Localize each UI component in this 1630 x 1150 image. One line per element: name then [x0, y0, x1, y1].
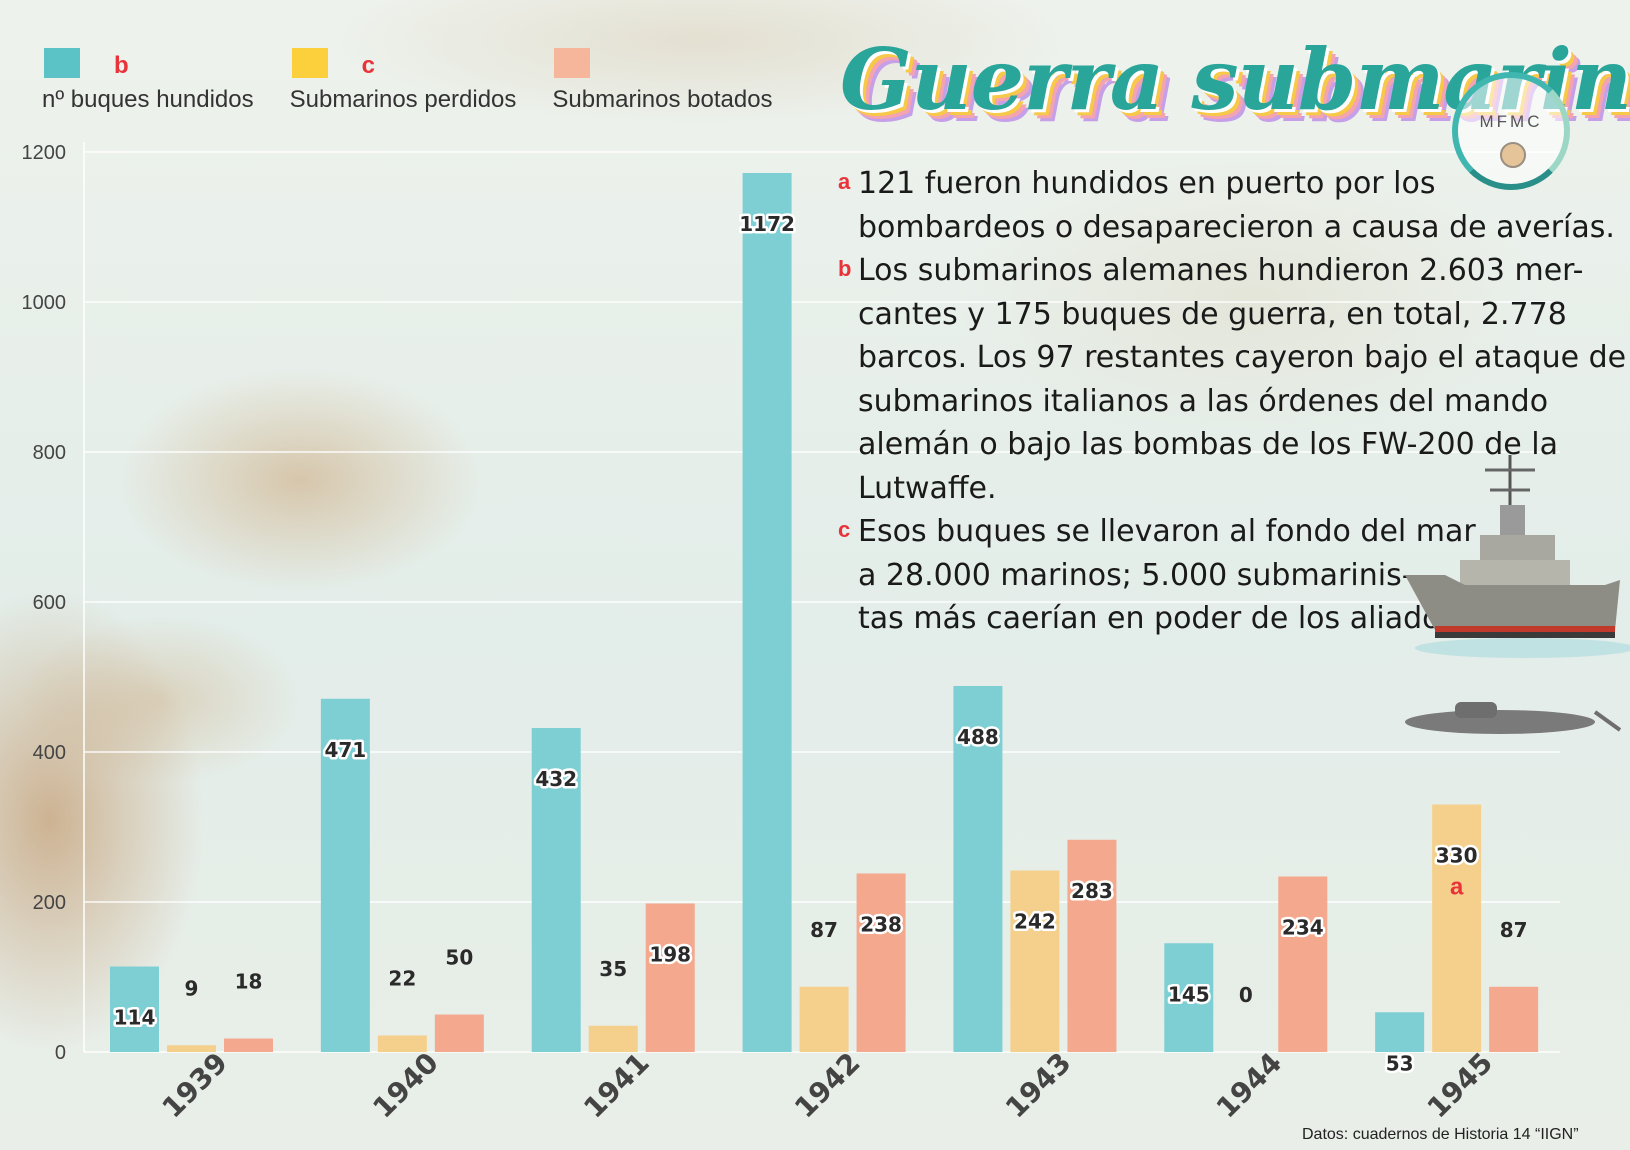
data-label: 242	[1014, 910, 1056, 934]
logo-text: MFMC	[1479, 112, 1543, 131]
bar-1941-1	[588, 1025, 638, 1052]
chart-legend: b nº buques hundidos c Submarinos perdid…	[42, 48, 773, 114]
note-line: cantes y 175 buques de guerra, en total,…	[858, 296, 1567, 332]
bar-1939-0	[110, 966, 159, 1052]
x-tick-label: 1945	[1421, 1046, 1499, 1124]
note-c: c Esos buques se llevaron al fondo del m…	[838, 510, 1620, 641]
data-label: 9	[185, 976, 199, 1000]
note-line: submarinos italianos a las órdenes del m…	[858, 383, 1549, 419]
bar-1940-0	[320, 698, 370, 1052]
bar-1940-2	[434, 1014, 484, 1052]
legend-swatch-hundidos	[44, 48, 80, 78]
x-tick-label: 1940	[366, 1046, 444, 1124]
data-label: 18	[235, 970, 263, 994]
y-tick-label: 0	[55, 1042, 66, 1064]
data-label: 35	[599, 957, 627, 981]
legend-swatch-perdidos	[291, 48, 328, 78]
note-a: a 121 fueron hundidos en puerto por los …	[838, 162, 1620, 249]
data-label: 238	[860, 913, 902, 937]
legend-swatch-botados	[554, 48, 591, 78]
data-label: 1172	[739, 212, 795, 236]
legend-label: Submarinos botados	[552, 86, 773, 113]
y-tick-label: 800	[33, 442, 66, 464]
bar-1941-2	[645, 903, 695, 1052]
bar-1942-2	[856, 873, 906, 1052]
bar-1942-0	[742, 173, 792, 1052]
data-label: 0	[1239, 983, 1253, 1007]
legend-label: Submarinos perdidos	[289, 86, 517, 113]
submarine-icon	[1405, 702, 1622, 734]
bar-1944-0	[1164, 943, 1214, 1052]
data-label: 198	[649, 943, 691, 967]
y-tick-label: 200	[33, 892, 66, 914]
data-label: 53	[1386, 1051, 1414, 1075]
legend-label: nº buques hundidos	[42, 86, 254, 113]
note-line: a 28.000 marinos; 5.000 submarinis-	[858, 557, 1413, 593]
y-tick-label: 400	[33, 742, 66, 764]
bar-1943-0	[953, 686, 1003, 1052]
data-label: 330	[1436, 844, 1478, 868]
data-label: 145	[1168, 982, 1210, 1006]
annotation-marker: a	[1450, 874, 1464, 901]
mfmc-logo: MFMC	[1452, 72, 1570, 190]
y-tick-label: 1000	[22, 292, 67, 314]
data-label: 114	[114, 1006, 156, 1030]
note-line: 121 fueron hundidos en puerto por los	[858, 166, 1436, 201]
data-label: 22	[388, 967, 416, 991]
footnotes: a 121 fueron hundidos en puerto por los …	[838, 162, 1627, 641]
warship-and-submarine-illustration	[1405, 455, 1630, 734]
data-source: Datos: cuadernos de Historia 14 “IIGN”	[1302, 1126, 1579, 1143]
x-tick-label: 1941	[577, 1046, 655, 1124]
note-line: tas más caerían en poder de los aliados.	[858, 601, 1466, 636]
note-b: b Los submarinos alemanes hundieron 2.60…	[838, 249, 1627, 510]
note-line: alemán o bajo las bombas de los FW-200 d…	[858, 427, 1558, 462]
note-line: Lutwaffe.	[858, 470, 997, 506]
legend-note-marker: b	[114, 52, 129, 79]
bar-1945-0	[1375, 1012, 1425, 1052]
y-tick-label: 1200	[22, 142, 67, 164]
note-marker: b	[838, 256, 852, 281]
legend-note-marker: c	[361, 52, 375, 79]
note-marker: c	[838, 517, 851, 542]
note-line: barcos. Los 97 restantes cayeron bajo el…	[858, 340, 1627, 375]
warship-icon	[1405, 455, 1630, 658]
data-label: 488	[957, 725, 999, 749]
note-line: Los submarinos alemanes hundieron 2.603 …	[858, 253, 1584, 288]
bar-1940-1	[377, 1035, 427, 1052]
bar-1942-1	[799, 986, 849, 1052]
note-marker: a	[838, 169, 851, 194]
data-label: 432	[535, 767, 577, 791]
x-tick-label: 1943	[999, 1046, 1077, 1124]
x-tick-label: 1942	[788, 1046, 866, 1124]
legend-item-perdidos: c Submarinos perdidos	[289, 48, 517, 114]
data-label: 87	[810, 918, 838, 942]
data-label: 234	[1282, 916, 1324, 940]
logo-avatar-icon	[1500, 142, 1526, 168]
bar-1943-1	[1010, 870, 1060, 1052]
legend-item-botados: Submarinos botados	[552, 48, 773, 114]
data-label: 471	[324, 738, 366, 762]
note-line: bombardeos o desaparecieron a causa de a…	[858, 209, 1615, 245]
data-label: 50	[445, 946, 473, 970]
data-label: 87	[1500, 918, 1528, 942]
note-line: Esos buques se llevaron al fondo del mar	[858, 514, 1476, 549]
bar-1944-2	[1278, 876, 1328, 1052]
x-tick-label: 1944	[1210, 1046, 1288, 1124]
legend-item-hundidos: b nº buques hundidos	[42, 48, 254, 114]
bar-1941-0	[531, 728, 581, 1052]
bar-1945-1	[1432, 804, 1482, 1052]
bar-1939-1	[167, 1045, 216, 1052]
x-tick-label: 1939	[156, 1046, 234, 1124]
y-tick-label: 600	[33, 592, 66, 614]
bar-1939-2	[224, 1038, 273, 1052]
data-label: 283	[1071, 879, 1113, 903]
bar-1943-2	[1067, 839, 1117, 1052]
bar-1945-2	[1489, 986, 1539, 1052]
